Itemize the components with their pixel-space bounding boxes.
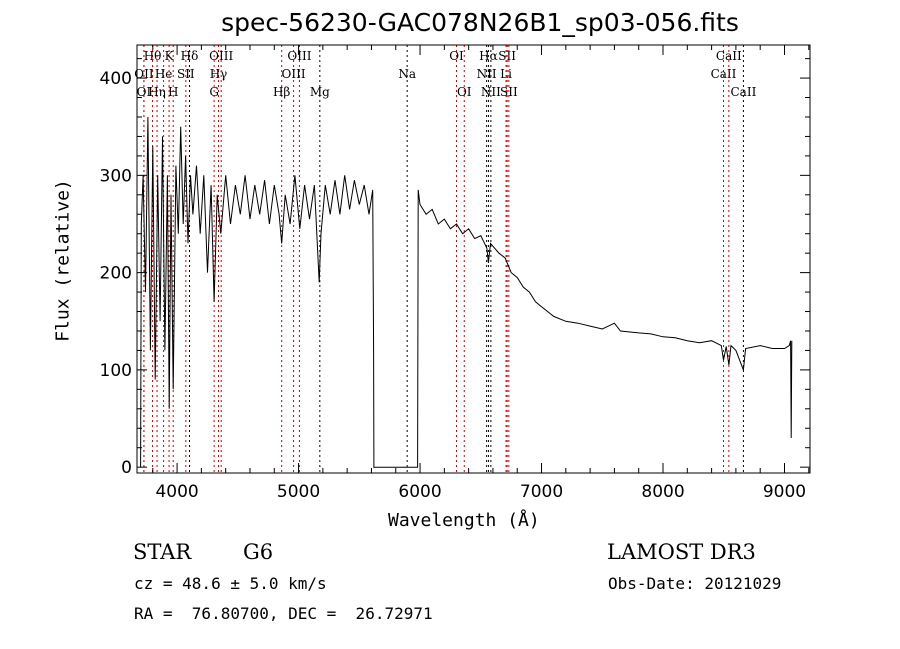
line-label: Hθ [144, 49, 162, 63]
object-class: STAR [133, 540, 192, 564]
coordinates-text: RA = 76.80700, DEC = 26.72971 [134, 604, 433, 623]
x-tick-label: 6000 [398, 482, 441, 502]
spectrum-line [140, 116, 793, 468]
line-label: SII [177, 67, 195, 81]
line-label: Hα [479, 49, 498, 63]
line-label: OI [137, 85, 152, 99]
line-label: OII [134, 67, 154, 81]
survey-label: LAMOST DR3 [607, 540, 756, 564]
line-label: OIII [287, 49, 311, 63]
line-label: OIII [282, 67, 306, 81]
line-label: K [165, 49, 175, 63]
line-label: CaII [716, 49, 742, 63]
line-label: NII [477, 67, 497, 81]
line-label: Na [398, 67, 416, 81]
line-label: CaII [731, 85, 757, 99]
line-label: SII [500, 85, 518, 99]
line-label: CaII [711, 67, 737, 81]
line-label: Hη [148, 85, 166, 99]
x-axis-label: Wavelength (Å) [388, 510, 540, 531]
x-tick-label: 4000 [155, 482, 198, 502]
y-tick-label: 300 [100, 166, 132, 186]
line-label: Hβ [273, 85, 290, 99]
plot-frame [136, 44, 811, 474]
line-label: Hγ [210, 67, 228, 81]
line-label: SII [498, 49, 516, 63]
line-label: NII [481, 85, 501, 99]
chart-title: spec-56230-GAC078N26B1_sp03-056.fits [221, 8, 739, 37]
y-tick-label: 0 [121, 458, 132, 478]
line-label: OI [457, 85, 472, 99]
y-axis-label: Flux (relative) [52, 179, 74, 342]
x-tick-label: 5000 [277, 482, 320, 502]
line-label: He [155, 67, 173, 81]
x-tick-label: 8000 [641, 482, 684, 502]
y-tick-label: 200 [100, 264, 132, 284]
obs-date-text: Obs-Date: 20121029 [608, 574, 782, 593]
line-label: G [209, 85, 219, 99]
y-tick-label: 100 [100, 361, 132, 381]
line-label: Mg [310, 85, 330, 99]
object-subclass: G6 [243, 540, 274, 564]
redshift-text: cz = 48.6 ± 5.0 km/s [134, 574, 327, 593]
y-tick-label: 400 [100, 69, 132, 89]
line-label: OIII [209, 49, 233, 63]
line-label: Li [500, 67, 512, 81]
x-tick-label: 7000 [520, 482, 563, 502]
x-tick-label: 9000 [763, 482, 806, 502]
line-label: Hδ [181, 49, 199, 63]
line-label: OI [449, 49, 464, 63]
line-label: H [168, 85, 178, 99]
